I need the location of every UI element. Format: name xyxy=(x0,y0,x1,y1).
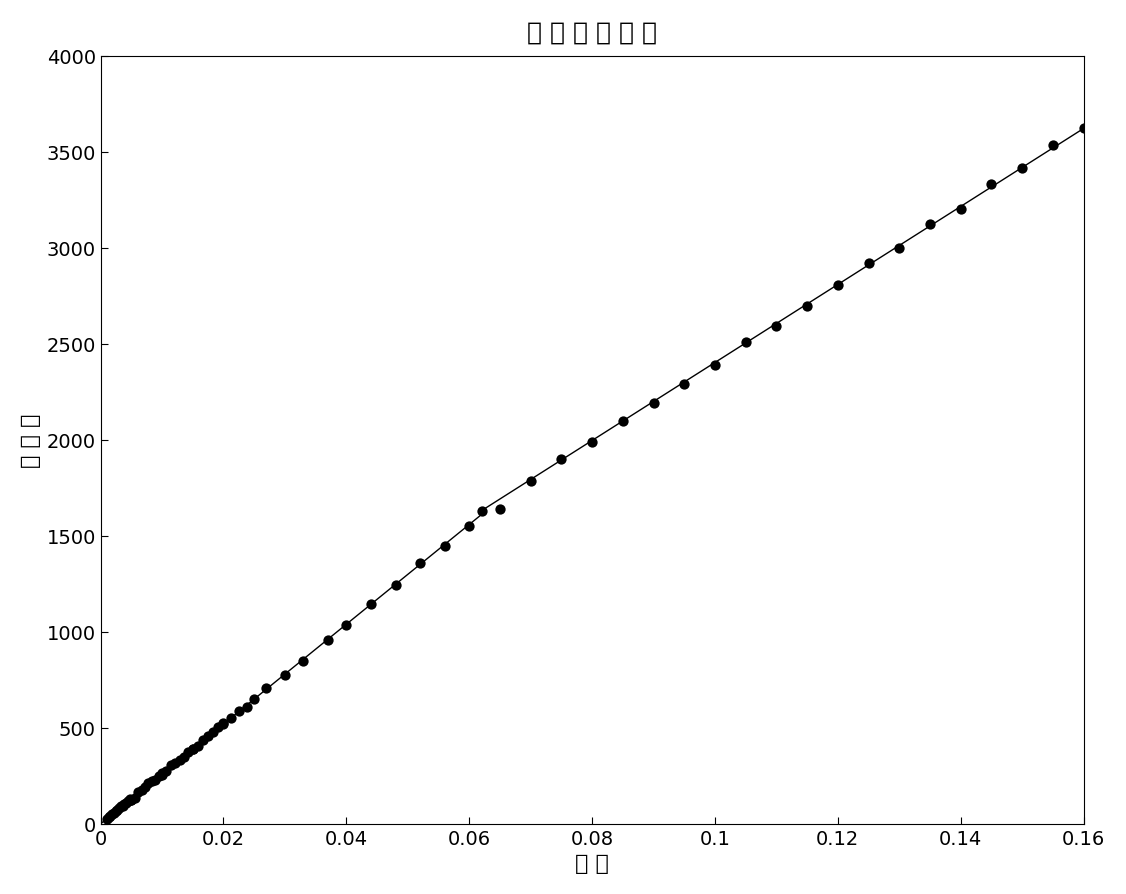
X-axis label: 亮 度: 亮 度 xyxy=(575,853,609,873)
Point xyxy=(129,785,148,799)
Point xyxy=(436,539,454,553)
Point xyxy=(101,808,119,822)
Point xyxy=(120,792,138,806)
Point xyxy=(117,796,135,810)
Point xyxy=(119,795,137,809)
Y-axis label: 响 应 値: 响 应 値 xyxy=(21,413,41,468)
Point xyxy=(110,800,128,814)
Point xyxy=(361,597,379,611)
Point xyxy=(951,202,969,216)
Point xyxy=(184,742,202,756)
Point xyxy=(162,758,180,772)
Point xyxy=(338,618,356,632)
Point xyxy=(115,797,133,811)
Point xyxy=(102,807,120,822)
Point xyxy=(676,377,694,392)
Point xyxy=(473,504,491,519)
Point xyxy=(143,774,161,789)
Point xyxy=(136,780,154,794)
Point xyxy=(411,556,429,570)
Point xyxy=(98,812,116,826)
Point xyxy=(238,700,256,714)
Point xyxy=(114,799,132,814)
Point xyxy=(175,750,193,764)
Title: 分 段 线 性 拟 合: 分 段 线 性 拟 合 xyxy=(527,21,658,45)
Point xyxy=(146,772,164,787)
Point xyxy=(461,519,479,533)
Point xyxy=(521,475,539,489)
Point xyxy=(768,319,786,333)
Point xyxy=(222,711,240,725)
Point xyxy=(123,793,141,807)
Point xyxy=(111,799,129,814)
Point xyxy=(189,739,207,754)
Point xyxy=(123,793,141,807)
Point xyxy=(214,718,232,732)
Point xyxy=(133,782,151,797)
Point xyxy=(319,633,337,647)
Point xyxy=(1044,139,1062,153)
Point xyxy=(294,654,312,668)
Point xyxy=(179,745,197,759)
Point xyxy=(491,502,509,517)
Point xyxy=(171,753,189,767)
Point xyxy=(204,725,222,739)
Point xyxy=(108,804,126,818)
Point xyxy=(614,415,632,429)
Point xyxy=(829,279,847,293)
Point xyxy=(258,681,276,696)
Point xyxy=(105,806,123,821)
Point xyxy=(153,768,171,782)
Point xyxy=(209,720,227,734)
Point xyxy=(386,578,404,592)
Point xyxy=(107,804,125,818)
Point xyxy=(99,810,117,824)
Point xyxy=(184,742,202,756)
Point xyxy=(736,335,754,350)
Point xyxy=(230,704,248,718)
Point xyxy=(1074,122,1092,136)
Point xyxy=(150,769,168,783)
Point xyxy=(982,178,1000,192)
Point xyxy=(1013,161,1031,175)
Point xyxy=(706,358,724,373)
Point xyxy=(644,396,662,410)
Point xyxy=(214,716,232,730)
Point xyxy=(891,241,909,256)
Point xyxy=(921,217,939,232)
Point xyxy=(194,733,212,747)
Point xyxy=(583,435,601,450)
Point xyxy=(798,299,816,314)
Point xyxy=(276,669,294,683)
Point xyxy=(245,692,263,706)
Point xyxy=(153,766,171,780)
Point xyxy=(553,452,571,467)
Point xyxy=(158,764,176,779)
Point xyxy=(140,777,158,791)
Point xyxy=(859,257,877,271)
Point xyxy=(167,756,185,771)
Point xyxy=(199,730,217,744)
Point xyxy=(126,790,144,805)
